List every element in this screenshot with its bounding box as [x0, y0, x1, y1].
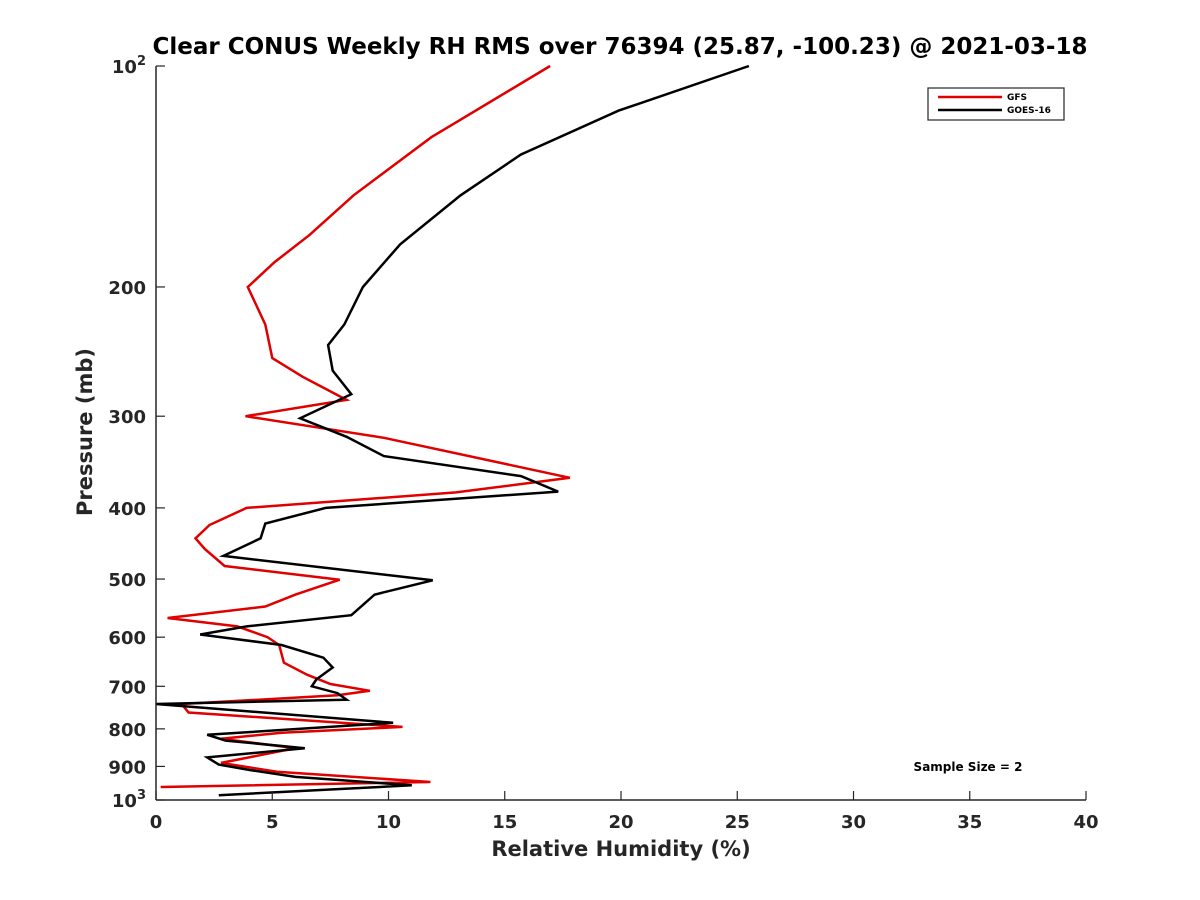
sample-size-annotation: Sample Size = 2	[914, 760, 1023, 774]
legend-label-gfs: GFS	[1007, 93, 1027, 103]
x-tick-label: 30	[841, 812, 866, 833]
x-tick-label: 5	[266, 812, 279, 833]
x-tick-label: 40	[1073, 812, 1098, 833]
y-tick-label: 700	[108, 677, 146, 698]
x-tick-label: 15	[492, 812, 517, 833]
series-line-goes16	[155, 64, 750, 797]
y-tick-label: 800	[108, 720, 146, 741]
y-tick-label: 300	[108, 407, 146, 428]
x-tick-label: 25	[725, 812, 750, 833]
x-axis-label: Relative Humidity (%)	[491, 837, 750, 861]
legend: GFS GOES-16	[927, 87, 1065, 121]
y-tick-label: 102	[112, 54, 146, 78]
y-tick-label: 600	[108, 628, 146, 649]
legend-box	[927, 87, 1065, 121]
chart-title: Clear CONUS Weekly RH RMS over 76394 (25…	[153, 34, 1088, 60]
x-axis-ticks: 0 5 10 15 20 25 30 35 40	[150, 791, 1099, 833]
x-tick-label: 10	[376, 812, 401, 833]
series-layer	[155, 64, 750, 797]
x-tick-label: 35	[957, 812, 982, 833]
x-tick-label: 0	[150, 812, 163, 833]
y-tick-label: 400	[108, 499, 146, 520]
legend-label-goes16: GOES-16	[1007, 106, 1051, 116]
x-tick-label: 20	[608, 812, 633, 833]
y-tick-label: 900	[108, 757, 146, 778]
y-axis-label: Pressure (mb)	[73, 348, 97, 516]
series-line-gfs	[160, 64, 571, 789]
y-tick-label: 200	[108, 278, 146, 299]
y-axis-ticks: 102 200 300 400 500 600 700 800 900 103	[108, 54, 165, 812]
plot-area: 0 5 10 15 20 25 30 35 40 102 200 300 400 500 600 700 80…	[108, 54, 1098, 833]
y-tick-label: 103	[112, 788, 146, 812]
y-tick-label: 500	[108, 570, 146, 591]
